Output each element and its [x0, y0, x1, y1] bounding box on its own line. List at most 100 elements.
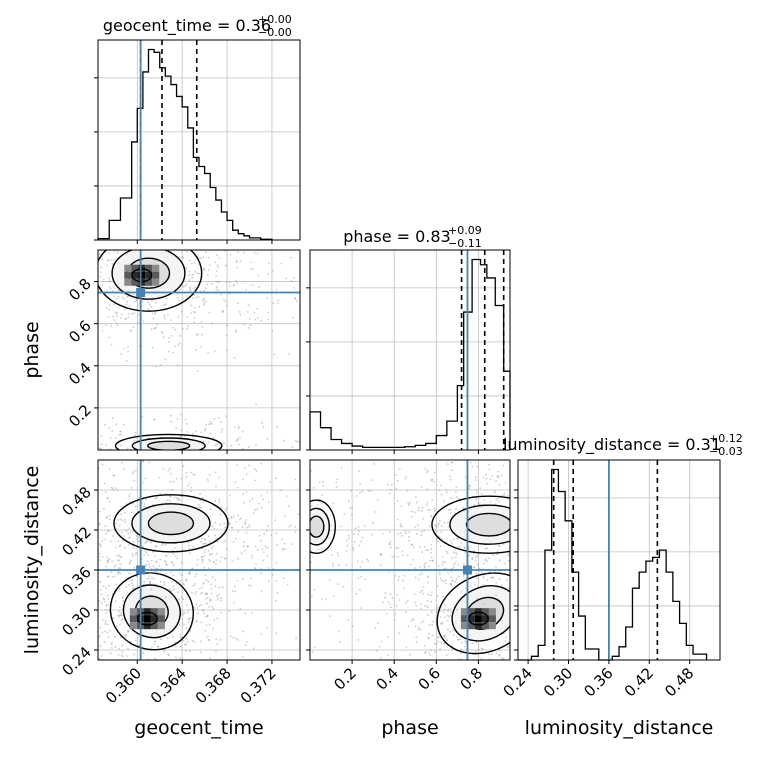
contour [466, 513, 511, 536]
sample-point [186, 423, 188, 425]
sample-point [436, 643, 438, 645]
sample-point [208, 269, 210, 271]
sample-point [507, 495, 509, 497]
sample-point [321, 494, 323, 496]
sample-point [134, 434, 136, 436]
sample-point [200, 321, 202, 323]
sample-point [275, 600, 277, 602]
sample-point [229, 522, 231, 524]
sample-point [451, 543, 453, 545]
sample-point [456, 636, 458, 638]
sample-point [542, 529, 544, 531]
density-pixel [489, 622, 496, 629]
sample-point [519, 526, 521, 528]
sample-point [179, 572, 181, 574]
sample-point [87, 245, 89, 247]
sample-point [292, 446, 294, 448]
sample-point [542, 600, 544, 602]
phase-title: phase = 0.83 [343, 227, 450, 246]
sample-point [547, 542, 549, 544]
sample-point [425, 549, 427, 551]
sample-point [558, 537, 560, 539]
sample-point [170, 496, 172, 498]
sample-point [131, 512, 133, 514]
sample-point [205, 301, 207, 303]
sample-point [463, 575, 465, 577]
sample-point [632, 505, 634, 507]
sample-point [114, 670, 116, 672]
sample-point [520, 618, 522, 620]
sample-point [554, 573, 556, 575]
sample-point [290, 476, 292, 478]
sample-point [114, 575, 116, 577]
sample-point [103, 508, 105, 510]
sample-point [421, 573, 423, 575]
sample-point [174, 547, 176, 549]
sample-point [121, 614, 123, 616]
sample-point [257, 308, 259, 310]
sample-point [169, 500, 171, 502]
sample-point [414, 567, 416, 569]
sample-point [267, 525, 269, 527]
sample-point [20, 266, 22, 268]
sample-point [483, 662, 485, 664]
sample-point [419, 591, 421, 593]
sample-point [211, 247, 213, 249]
sample-point [217, 618, 219, 620]
sample-point [503, 493, 505, 495]
sample-point [128, 313, 130, 315]
sample-point [200, 238, 202, 240]
sample-point [180, 236, 182, 238]
sample-point [424, 468, 426, 470]
sample-point [437, 526, 439, 528]
panel-frame [98, 40, 300, 240]
sample-point [477, 564, 479, 566]
sample-point [185, 285, 187, 287]
sample-point [187, 612, 189, 614]
sample-point [207, 615, 209, 617]
sample-point [14, 286, 16, 288]
sample-point [118, 434, 120, 436]
x-tick-label: 0.360 [102, 664, 145, 707]
sample-point [521, 561, 523, 563]
sample-point [81, 557, 83, 559]
sample-point [597, 530, 599, 532]
sample-point [308, 451, 310, 453]
sample-point [272, 574, 274, 576]
sample-point [350, 490, 352, 492]
sample-point [172, 352, 174, 354]
sample-point [196, 603, 198, 605]
sample-point [430, 552, 432, 554]
sample-point [493, 430, 495, 432]
sample-point [99, 627, 101, 629]
sample-point [282, 492, 284, 494]
sample-point [105, 200, 107, 202]
sample-point [89, 280, 91, 282]
sample-point [104, 623, 106, 625]
sample-point [99, 553, 101, 555]
sample-point [211, 323, 213, 325]
sample-point [172, 575, 174, 577]
sample-point [88, 428, 90, 430]
sample-point [108, 576, 110, 578]
sample-point [122, 247, 124, 249]
sample-point [115, 601, 117, 603]
sample-point [194, 307, 196, 309]
sample-point [564, 536, 566, 538]
sample-point [198, 504, 200, 506]
sample-point [248, 304, 250, 306]
sample-point [230, 635, 232, 637]
sample-point [601, 628, 603, 630]
sample-point [427, 549, 429, 551]
sample-point [62, 210, 64, 212]
sample-point [234, 591, 236, 593]
sample-point [536, 503, 538, 505]
sample-point [455, 562, 457, 564]
sample-point [278, 224, 280, 226]
sample-point [95, 567, 97, 569]
sample-point [149, 457, 151, 459]
sample-point [114, 287, 116, 289]
sample-point [263, 551, 265, 553]
sample-point [428, 633, 430, 635]
sample-point [358, 530, 360, 532]
